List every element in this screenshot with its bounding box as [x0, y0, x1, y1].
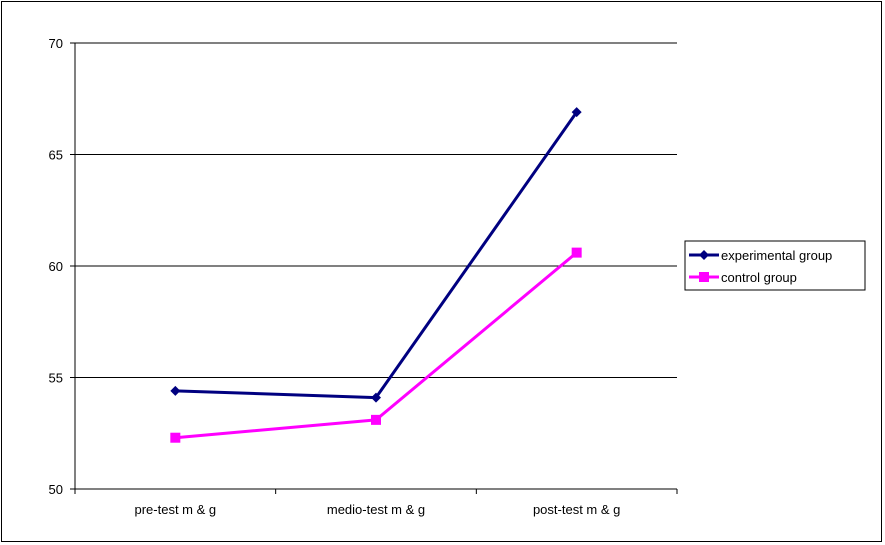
x-tick-label: medio-test m & g — [327, 502, 425, 517]
x-tick-label: pre-test m & g — [135, 502, 217, 517]
y-tick-label: 60 — [49, 259, 63, 274]
y-tick-label: 55 — [49, 371, 63, 386]
data-point — [571, 107, 582, 118]
y-tick-label: 70 — [49, 36, 63, 51]
y-tick-label: 50 — [49, 482, 63, 497]
legend-box — [684, 240, 866, 291]
legend-label: experimental group — [721, 248, 832, 263]
data-point — [170, 432, 181, 443]
series-line-1 — [175, 251, 578, 440]
legend-swatch-marker — [699, 272, 709, 282]
y-tick-label: 65 — [49, 148, 63, 163]
data-point — [571, 247, 582, 258]
data-point — [170, 385, 181, 396]
legend-label: control group — [721, 270, 797, 285]
legend-swatch-marker — [699, 250, 709, 260]
legend: experimental group control group — [684, 240, 866, 291]
plot-area: 50 55 60 65 70 pre-test m & g medio-test m & g… — [49, 36, 678, 517]
x-tick-label: post-test m & g — [533, 502, 620, 517]
data-point — [371, 414, 381, 425]
data-point — [371, 392, 381, 403]
